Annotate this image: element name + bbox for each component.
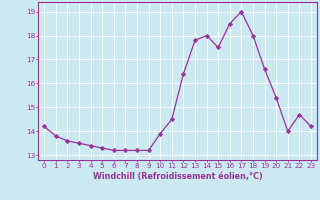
X-axis label: Windchill (Refroidissement éolien,°C): Windchill (Refroidissement éolien,°C) [93, 172, 262, 181]
